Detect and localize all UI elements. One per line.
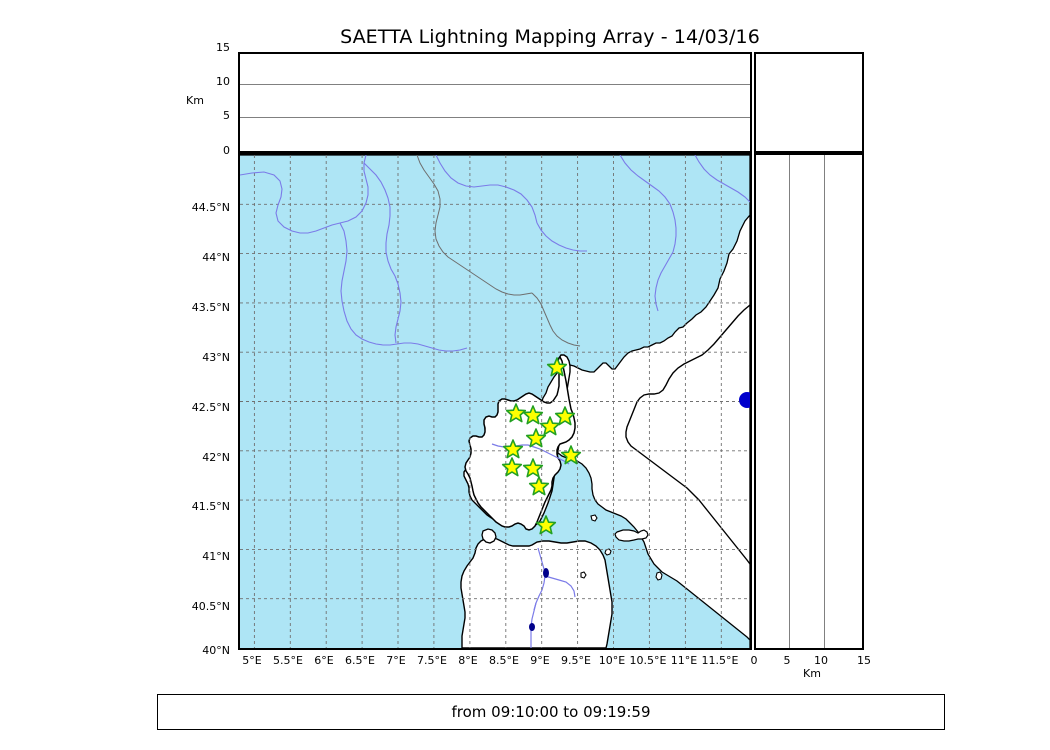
- corner-panel: [754, 52, 864, 153]
- lat-tick-40.5N: 40.5°N: [191, 600, 230, 613]
- pianosa-island: [590, 514, 598, 522]
- lon-tick-7.5E: 7.5°E: [417, 654, 447, 667]
- station-star[interactable]: [528, 476, 550, 496]
- altitude-latitude-panel: [754, 153, 864, 650]
- lon-tick-9.5E: 9.5°E: [561, 654, 591, 667]
- map-canvas: [240, 155, 750, 648]
- lat-tick-42N: 42°N: [202, 451, 230, 464]
- lat-tick-43N: 43°N: [202, 351, 230, 364]
- station-star[interactable]: [535, 515, 557, 535]
- alt-top-tick-5: 5: [223, 109, 230, 122]
- station-star[interactable]: [502, 439, 524, 459]
- station-star[interactable]: [546, 357, 568, 377]
- sardinia-island: [460, 537, 613, 648]
- alt-top-tick-10: 10: [216, 75, 230, 88]
- sardinia-river-1: [533, 547, 546, 611]
- elba-island: [614, 529, 649, 542]
- lat-tick-42.5N: 42.5°N: [191, 401, 230, 414]
- sardinia-river-2: [544, 575, 576, 598]
- map-gridlines: [240, 155, 750, 648]
- alt-top-tick-15: 15: [216, 41, 230, 54]
- altitude-longitude-panel: [238, 52, 752, 153]
- right-panel-gridline-10: [824, 155, 825, 648]
- lon-tick-10E: 10°E: [598, 654, 626, 667]
- alt-right-tick-15: 15: [857, 654, 871, 667]
- sardinia-lake-2: [529, 623, 535, 631]
- lon-tick-6E: 6°E: [314, 654, 334, 667]
- map-panel[interactable]: [238, 153, 752, 650]
- vhf-source-marker[interactable]: [739, 392, 750, 408]
- station-star[interactable]: [522, 405, 544, 425]
- alt-right-tick-0: 0: [750, 654, 758, 667]
- alt-right-axis-label: Km: [803, 667, 821, 680]
- capraia-island: [604, 548, 612, 556]
- right-panel-gridline-5: [789, 155, 790, 648]
- lat-tick-44.5N: 44.5°N: [191, 201, 230, 214]
- lat-tick-41N: 41°N: [202, 550, 230, 563]
- top-panel-gridline-10: [240, 84, 750, 85]
- station-star[interactable]: [560, 445, 582, 465]
- lat-tick-41.5N: 41.5°N: [191, 500, 230, 513]
- lon-tick-8.5E: 8.5°E: [489, 654, 519, 667]
- station-star[interactable]: [501, 457, 523, 477]
- admin-borders: [416, 155, 581, 347]
- montecristo-island: [580, 571, 587, 579]
- station-star[interactable]: [522, 458, 544, 478]
- lon-tick-6.5E: 6.5°E: [345, 654, 375, 667]
- lon-tick-5.5E: 5.5°E: [273, 654, 303, 667]
- lon-tick-11E: 11°E: [670, 654, 698, 667]
- time-range-text: from 09:10:00 to 09:19:59: [451, 703, 651, 721]
- page-title: SAETTA Lightning Mapping Array - 14/03/1…: [340, 26, 760, 48]
- lon-tick-10.5E: 10.5°E: [629, 654, 667, 667]
- station-star[interactable]: [554, 406, 576, 426]
- lon-tick-11.5E: 11.5°E: [701, 654, 739, 667]
- station-star[interactable]: [505, 403, 527, 423]
- lon-tick-7E: 7°E: [386, 654, 406, 667]
- sardinia-lake-1: [543, 568, 549, 578]
- alt-top-axis-label: Km: [186, 94, 204, 107]
- corsica-outline-detail: [464, 355, 576, 531]
- lat-tick-44N: 44°N: [202, 251, 230, 264]
- alt-right-tick-5: 5: [783, 654, 791, 667]
- alt-top-tick-0: 0: [223, 144, 230, 157]
- lon-tick-8E: 8°E: [458, 654, 478, 667]
- station-star[interactable]: [525, 428, 547, 448]
- lma-station-markers[interactable]: [501, 357, 582, 535]
- alt-right-tick-10: 10: [814, 654, 828, 667]
- time-range-box: from 09:10:00 to 09:19:59: [157, 694, 945, 730]
- sardinia-northwest-detail: [481, 528, 497, 544]
- giglio-island: [655, 571, 663, 581]
- lon-tick-5E: 5°E: [242, 654, 262, 667]
- france-rivers: [240, 155, 750, 352]
- lon-tick-9E: 9°E: [530, 654, 550, 667]
- top-panel-gridline-5: [240, 117, 750, 118]
- lat-tick-40N: 40°N: [202, 644, 230, 657]
- station-star[interactable]: [539, 416, 561, 436]
- lat-tick-43.5N: 43.5°N: [191, 301, 230, 314]
- italy-west-coast: [625, 304, 750, 566]
